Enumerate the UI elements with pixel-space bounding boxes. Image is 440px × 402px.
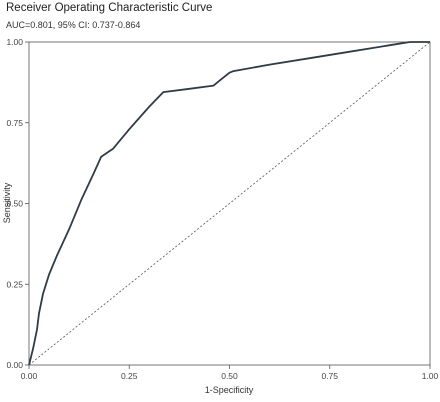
chart-subtitle: AUC=0.801, 95% CI: 0.737-0.864	[6, 20, 141, 30]
x-tick-label: 1.00	[422, 371, 439, 381]
y-tick-label: 1.00	[6, 37, 23, 47]
y-tick-label: 0.75	[6, 118, 23, 128]
x-tick-label: 0.00	[21, 371, 38, 381]
y-tick-label: 0.25	[6, 279, 23, 289]
roc-curve-line	[28, 41, 430, 366]
x-axis-label: 1-Specificity	[205, 385, 254, 395]
reference-diagonal-line	[28, 41, 431, 366]
x-tick-label: 0.25	[121, 371, 138, 381]
y-tick-label: 0.50	[6, 199, 23, 209]
x-tick-label: 0.75	[321, 371, 338, 381]
chart-title: Receiver Operating Characteristic Curve	[6, 2, 213, 14]
y-tick-label: 0.00	[6, 360, 23, 370]
y-axis-label: Sensitivity	[2, 182, 12, 223]
x-tick-label: 0.50	[221, 371, 238, 381]
